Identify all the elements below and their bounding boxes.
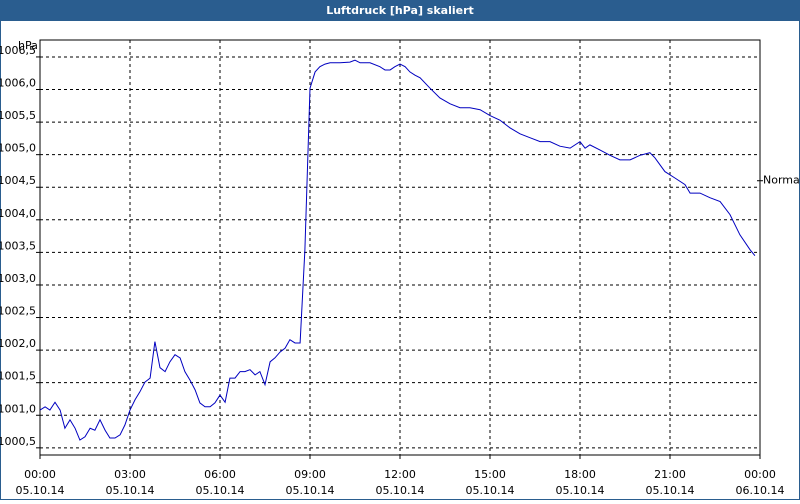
x-tick-date: 05.10.14 — [196, 484, 245, 497]
y-tick-label: 1003,5 — [0, 239, 36, 252]
y-unit: hPa — [18, 39, 38, 52]
x-tick-date: 05.10.14 — [376, 484, 425, 497]
x-tick-label: 00:00 — [744, 468, 776, 481]
chart-title: Luftdruck [hPa] skaliert — [326, 4, 474, 17]
x-tick-date: 05.10.14 — [646, 484, 695, 497]
y-tick-label: 1005,0 — [0, 142, 36, 155]
data-line — [39, 59, 756, 441]
x-tick-date: 05.10.14 — [106, 484, 155, 497]
x-tick-label: 00:00 — [24, 468, 56, 481]
x-tick-label: 03:00 — [114, 468, 146, 481]
x-tick-date: 06.10.14 — [736, 484, 785, 497]
x-tick-date: 05.10.14 — [286, 484, 335, 497]
x-tick-label: 21:00 — [654, 468, 686, 481]
x-tick-label: 18:00 — [564, 468, 596, 481]
y-tick-label: 1001,5 — [0, 370, 36, 383]
title-bar — [0, 0, 800, 21]
x-tick-label: 06:00 — [204, 468, 236, 481]
y-tick-label: 1001,0 — [0, 402, 36, 415]
x-tick-label: 09:00 — [294, 468, 326, 481]
annotation: Normal — [763, 174, 800, 187]
y-tick-label: 1003,0 — [0, 272, 36, 285]
x-tick-label: 15:00 — [474, 468, 506, 481]
y-tick-label: 1000,5 — [0, 435, 36, 448]
x-tick-label: 12:00 — [384, 468, 416, 481]
y-tick-label: 1002,0 — [0, 337, 36, 350]
y-tick-label: 1006,5 — [0, 44, 36, 57]
x-tick-date: 05.10.14 — [16, 484, 65, 497]
y-tick-label: 1004,0 — [0, 207, 36, 220]
y-tick-label: 1005,5 — [0, 109, 36, 122]
plot-area — [39, 39, 761, 456]
x-tick-date: 05.10.14 — [556, 484, 605, 497]
y-tick-label: 1002,5 — [0, 305, 36, 318]
y-tick-label: 1004,5 — [0, 174, 36, 187]
y-tick-label: 1006,0 — [0, 77, 36, 90]
x-tick-date: 05.10.14 — [466, 484, 515, 497]
